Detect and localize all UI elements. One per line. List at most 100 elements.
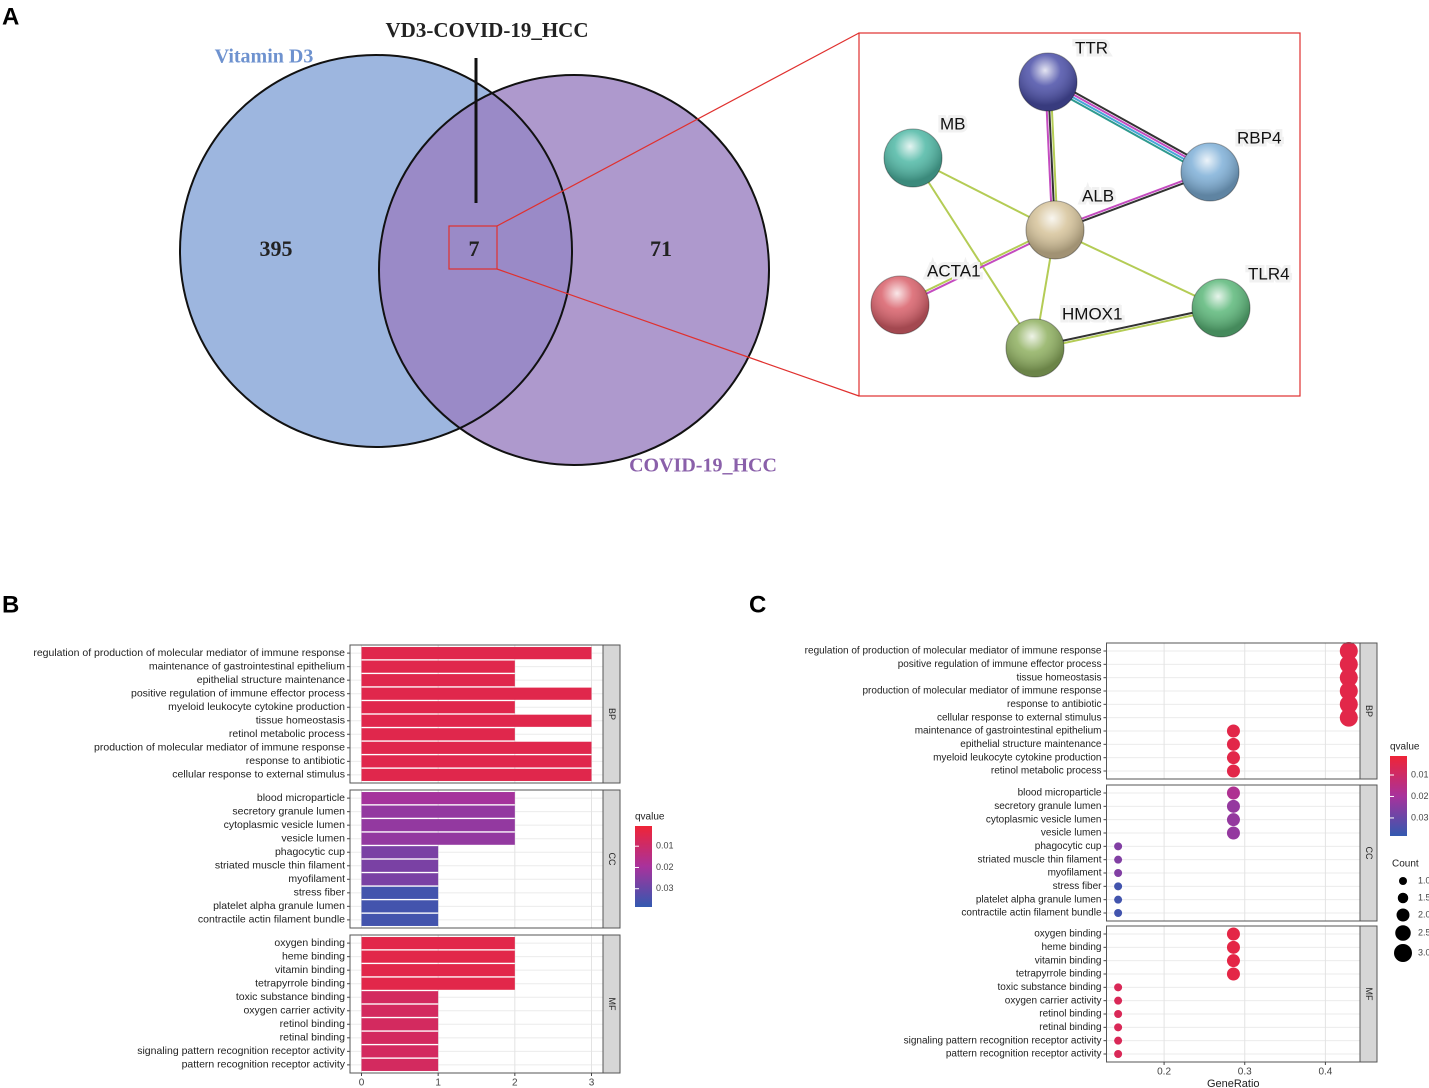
bar [361,701,515,714]
colorbar [635,826,652,907]
dot [1226,737,1240,751]
category-label: heme binding [282,950,345,962]
category-label: vitamin binding [1035,955,1102,966]
node-label: MB [940,114,966,133]
venn-title: VD3-COVID-19_HCC [386,18,589,42]
category-label: vesicle lumen [281,832,345,844]
set-label: COVID-19_HCC [629,455,777,477]
category-label: vesicle lumen [1041,828,1102,839]
bar [361,1004,439,1017]
size-key-label: 1.5 [1418,892,1429,902]
category-label: regulation of production of molecular me… [805,646,1102,657]
x-tick-label: 0.4 [1318,1067,1332,1078]
bar [361,832,515,845]
x-tick-label: 0 [359,1078,365,1088]
colorbar-tick-label: 0.03 [656,883,674,893]
venn-set [379,75,769,465]
category-label: signaling pattern recognition receptor a… [904,1035,1102,1046]
x-tick-label: 3 [589,1078,595,1088]
facet-label: CC [607,853,617,866]
colorbar-tick-label: 0.02 [656,862,674,872]
set-count: 71 [650,236,672,261]
category-label: tissue homeostasis [1016,672,1101,683]
bar [361,846,439,859]
dot [1114,983,1123,992]
bar [361,913,439,926]
category-label: myeloid leukocyte cytokine production [933,752,1101,763]
category-label: phagocytic cup [275,846,345,858]
bar [361,991,439,1004]
bar [361,873,439,886]
category-label: platelet alpha granule lumen [976,894,1102,905]
bar [361,714,592,727]
legend-title: qvalue [635,812,665,823]
facet-strip [1359,642,1378,780]
category-label: retinol metabolic process [991,766,1102,777]
set-count: 395 [260,236,293,261]
x-axis-title: GeneRatio [1207,1078,1260,1088]
size-key-label: 2.0 [1418,909,1429,919]
dot [1226,786,1240,800]
network-edge [1054,229,1222,309]
category-label: contractile actin filament bundle [198,914,345,926]
network-edge [1048,79,1212,172]
network-edge [1046,82,1210,175]
dot [1339,708,1358,727]
x-tick-label: 1 [435,1078,441,1088]
category-label: blood microparticle [1018,788,1102,799]
colorbar-tick-label: 0.01 [1411,769,1429,779]
category-label: production of molecular mediator of immu… [94,742,345,754]
facet-strip [1359,784,1378,922]
legend-title: qvalue [1390,742,1420,753]
facet-strip [1359,925,1378,1063]
dot [1114,1010,1123,1018]
colorbar-tick-label: 0.03 [1411,812,1429,822]
dot [1226,940,1240,954]
zoom-box [448,225,498,270]
colorbar [1390,756,1407,836]
category-label: pattern recognition receptor activity [946,1049,1102,1060]
node-shine [1019,53,1077,111]
dot [1226,751,1240,765]
category-label: platelet alpha granule lumen [213,900,345,912]
bar [361,964,515,977]
bar [361,819,515,832]
bar [361,805,515,818]
dot [1114,855,1123,864]
facet-strip [602,789,621,929]
x-tick-label: 0.3 [1238,1067,1252,1078]
node-shine [1026,201,1084,259]
zoom-connector [496,32,860,227]
category-label: production of molecular mediator of immu… [862,686,1101,697]
bar [361,768,592,781]
panel-letter: B [2,591,19,618]
size-key [1395,925,1411,941]
bar [361,755,592,768]
bar [361,792,515,805]
bar [361,647,592,660]
category-label: response to antibiotic [1007,699,1102,710]
category-label: contractile actin filament bundle [961,908,1102,919]
bar [361,1031,439,1044]
category-label: toxic substance binding [236,991,345,1003]
venn-outline [179,54,573,448]
bar [361,977,515,990]
facet-label: BP [1364,705,1374,717]
x-tick-label: 2 [512,1078,518,1088]
node-shine [1181,143,1239,201]
category-label: stress fiber [1053,881,1103,892]
node-shine [871,276,929,334]
network-edge [1049,77,1213,170]
dot [1226,764,1240,778]
category-label: pattern recognition receptor activity [182,1059,346,1071]
colorbar-tick-label: 0.01 [656,841,674,851]
dot [1339,695,1358,714]
size-key-label: 1.0 [1418,875,1429,885]
bar [361,937,515,950]
dot [1226,954,1240,968]
bar [361,886,439,899]
network-edge [1034,305,1221,348]
category-label: oxygen carrier activity [243,1005,345,1017]
node-shine [1192,279,1250,337]
